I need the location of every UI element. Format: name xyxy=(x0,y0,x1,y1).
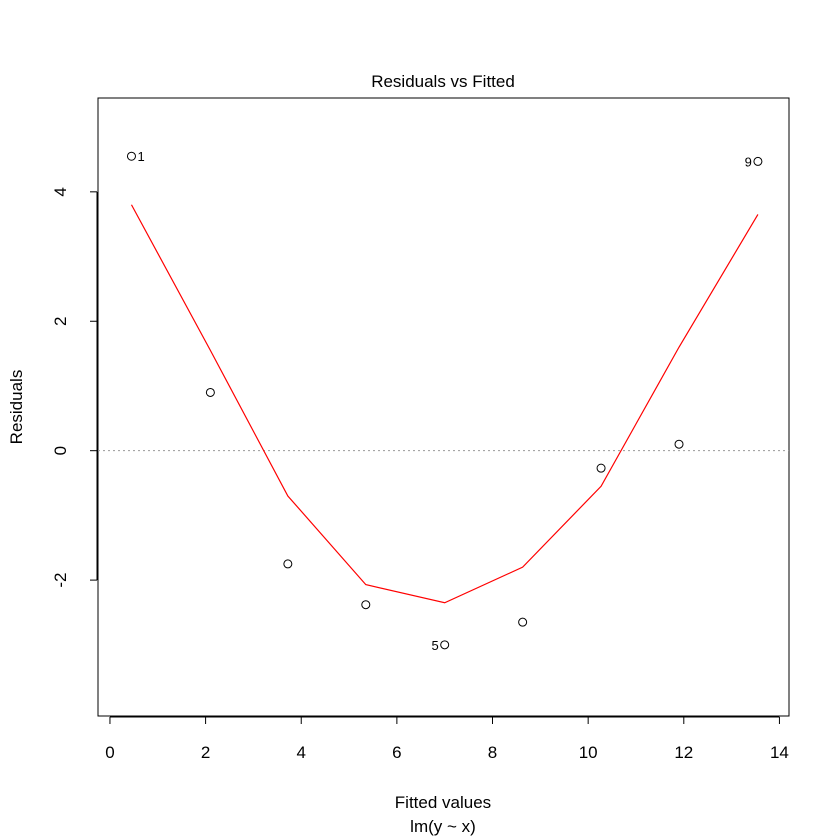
x-tick-label: 14 xyxy=(770,743,789,762)
chart-title: Residuals vs Fitted xyxy=(371,72,515,91)
y-tick-label: -2 xyxy=(51,573,70,588)
x-tick-label: 6 xyxy=(392,743,401,762)
data-points: 1 5 9 xyxy=(126,149,763,653)
data-point xyxy=(596,463,606,473)
data-point xyxy=(753,156,763,166)
x-tick-label: 2 xyxy=(201,743,210,762)
x-axis: 0 2 4 6 8 10 12 14 xyxy=(105,716,789,762)
data-point xyxy=(440,640,450,650)
data-point xyxy=(518,617,528,627)
x-tick-label: 8 xyxy=(488,743,497,762)
y-tick-label: 0 xyxy=(51,446,70,455)
data-point xyxy=(283,559,293,569)
x-tick-label: 12 xyxy=(674,743,693,762)
x-tick-label: 4 xyxy=(297,743,306,762)
y-axis: -2 0 2 4 xyxy=(51,187,98,588)
x-tick-label: 0 xyxy=(105,743,114,762)
point-label: 1 xyxy=(137,149,144,164)
smooth-line xyxy=(130,204,759,604)
plot-frame xyxy=(97,97,790,717)
y-tick-label: 2 xyxy=(51,317,70,326)
x-axis-label: Fitted values xyxy=(395,793,491,812)
data-point xyxy=(126,151,136,161)
data-point xyxy=(361,600,371,610)
x-tick-label: 10 xyxy=(579,743,598,762)
model-formula-label: lm(y ~ x) xyxy=(410,817,476,836)
data-point xyxy=(205,387,215,397)
y-axis-label: Residuals xyxy=(7,370,26,445)
point-label: 5 xyxy=(431,638,438,653)
data-point xyxy=(674,439,684,449)
y-tick-label: 4 xyxy=(51,187,70,196)
point-label: 9 xyxy=(745,154,752,169)
